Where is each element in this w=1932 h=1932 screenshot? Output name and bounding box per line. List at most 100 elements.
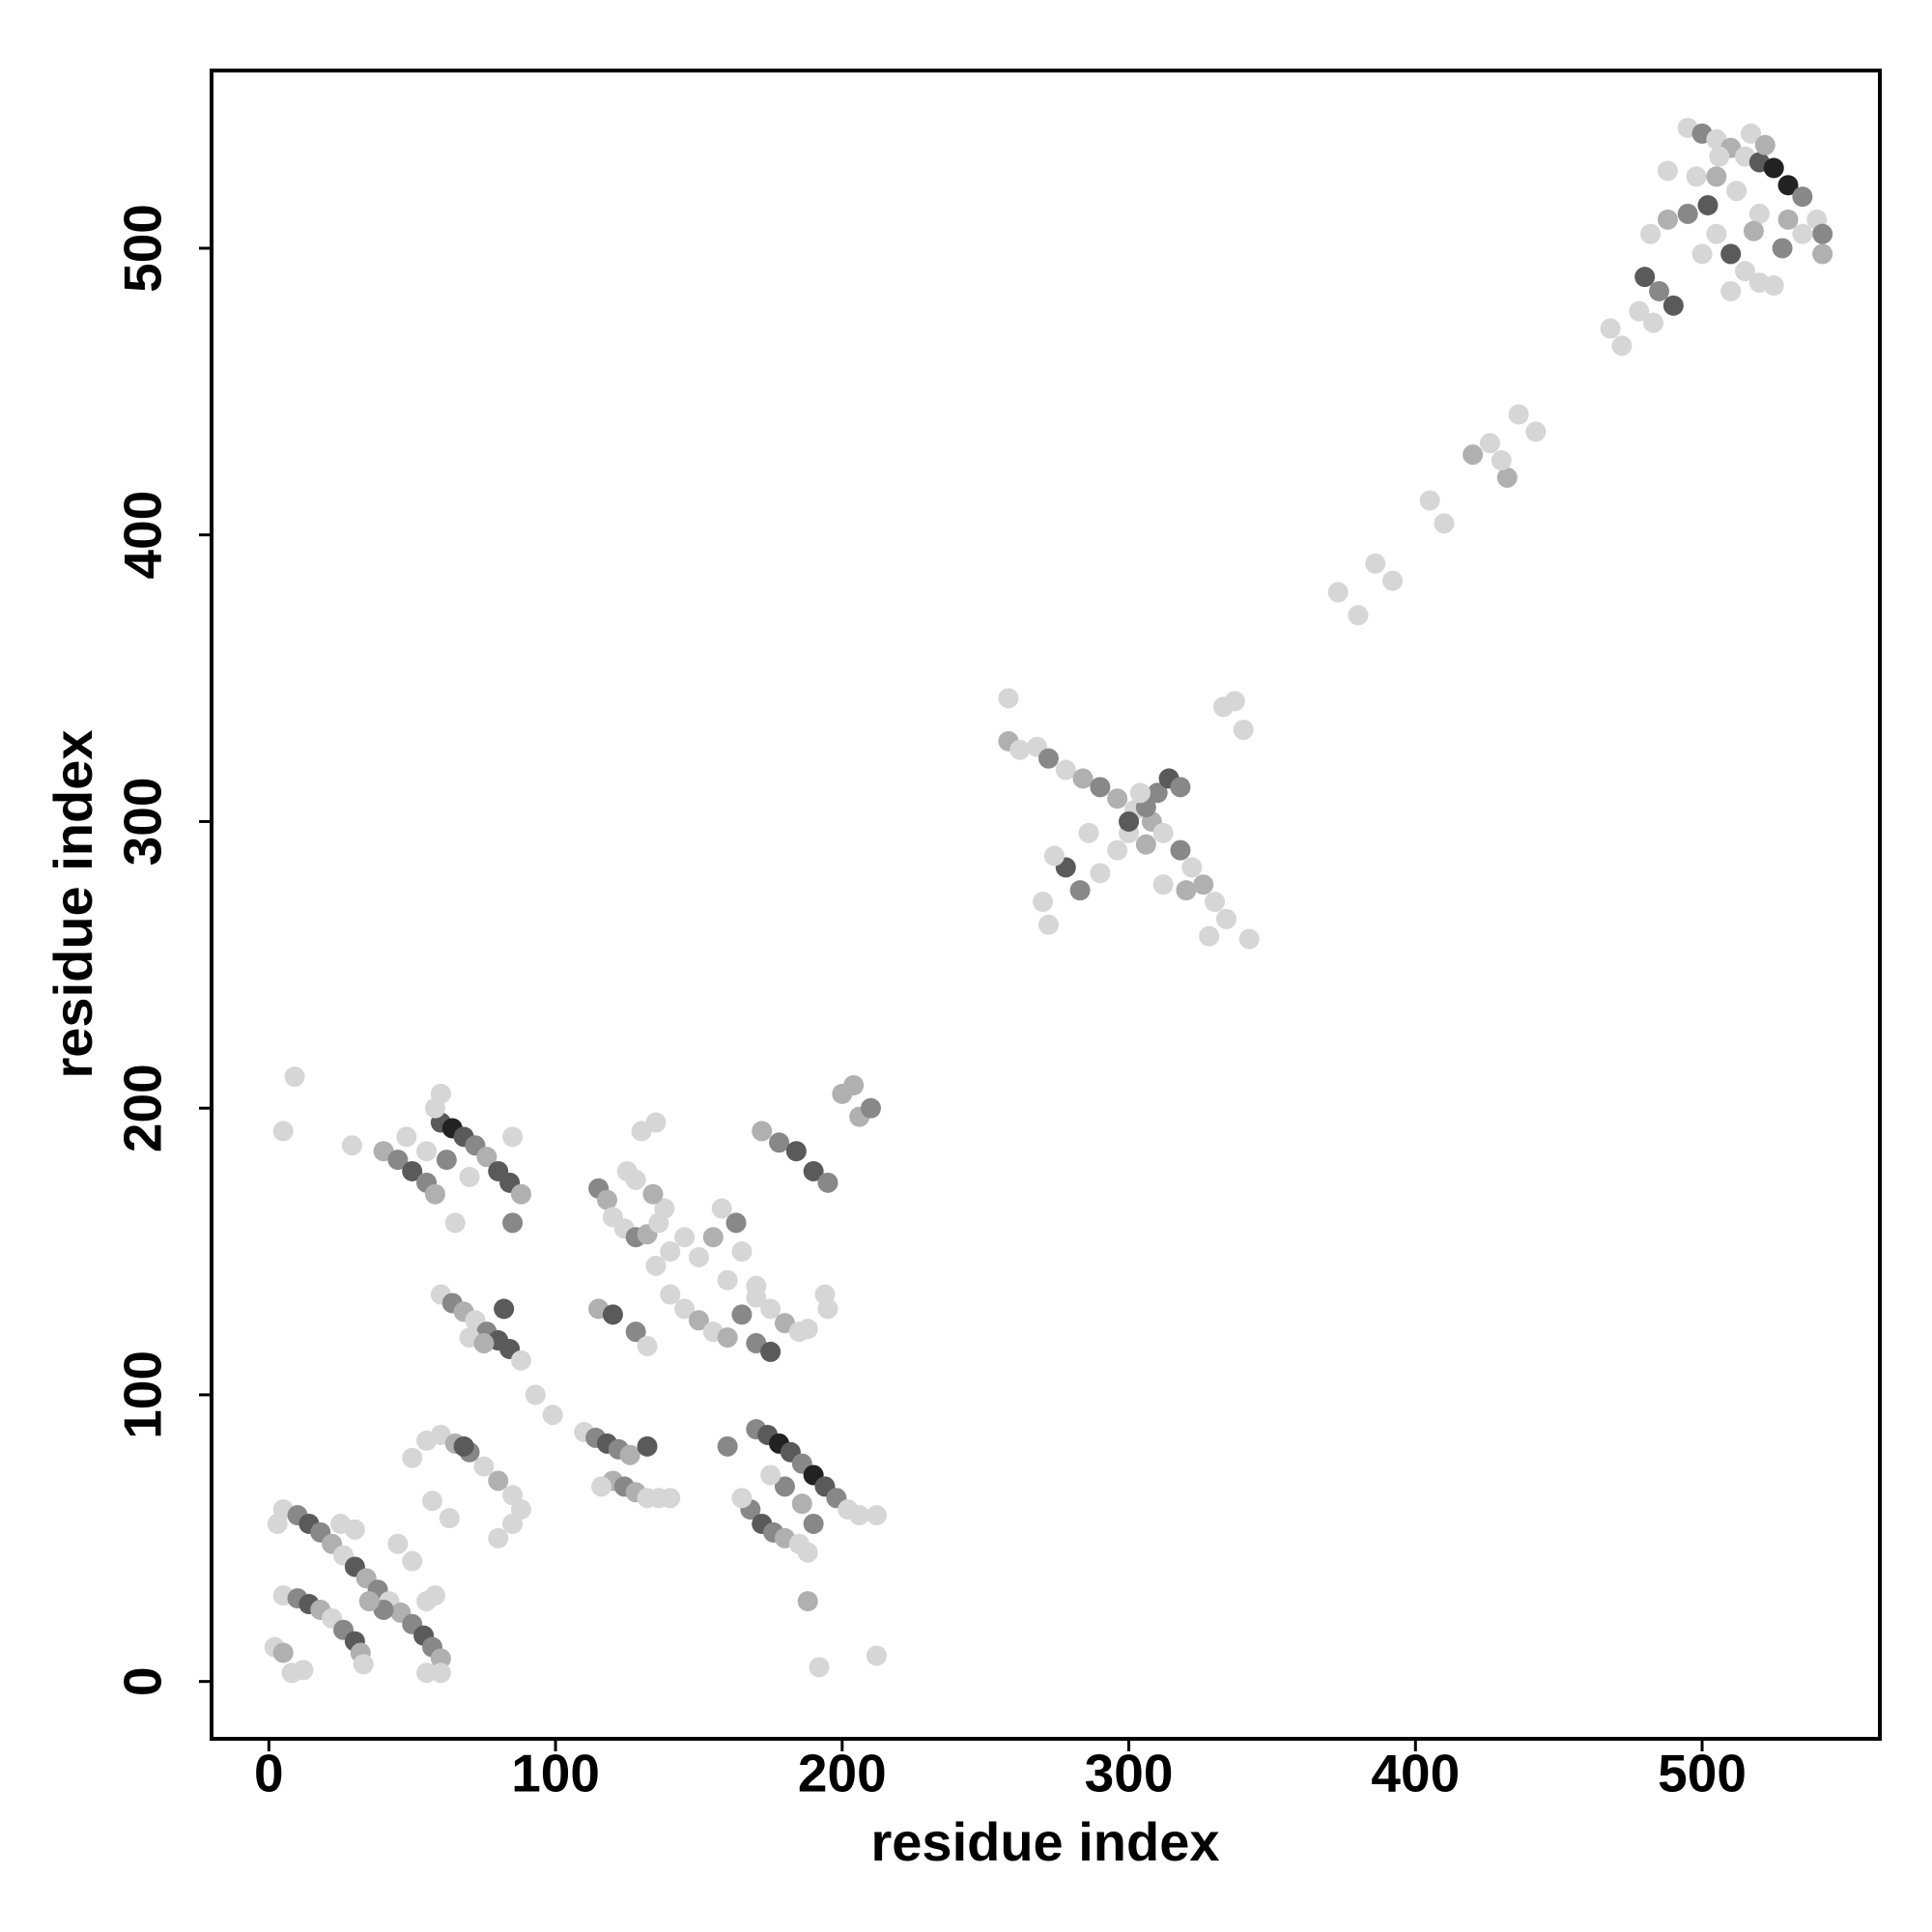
point xyxy=(660,1284,681,1305)
point xyxy=(439,1508,460,1529)
point xyxy=(387,1533,409,1554)
point xyxy=(760,1464,781,1486)
point xyxy=(642,1183,664,1205)
point xyxy=(1193,874,1214,895)
point xyxy=(866,1505,887,1526)
point xyxy=(1479,433,1500,454)
y-tick-label: 500 xyxy=(113,204,173,293)
point xyxy=(1107,839,1128,861)
point xyxy=(1434,513,1455,534)
point xyxy=(1055,759,1076,781)
point xyxy=(1697,194,1719,215)
point xyxy=(502,1126,524,1148)
point xyxy=(473,1456,495,1477)
point xyxy=(1611,335,1633,356)
point xyxy=(430,1083,451,1104)
point xyxy=(645,1255,667,1276)
point xyxy=(717,1269,738,1291)
point xyxy=(341,1135,362,1156)
point xyxy=(1706,223,1727,244)
y-axis-title: residue index xyxy=(43,729,103,1078)
point xyxy=(1634,267,1656,288)
point xyxy=(1777,175,1799,196)
y-tick-label: 400 xyxy=(113,491,173,580)
point xyxy=(424,1183,445,1205)
point xyxy=(1238,928,1260,950)
point xyxy=(1763,275,1784,297)
point xyxy=(619,1444,640,1465)
point xyxy=(1327,582,1349,603)
point xyxy=(1170,777,1191,798)
point xyxy=(502,1513,524,1534)
point xyxy=(1043,845,1065,867)
point xyxy=(473,1333,495,1354)
point xyxy=(453,1435,474,1457)
point xyxy=(1181,857,1203,878)
point xyxy=(430,1662,451,1684)
point xyxy=(421,1491,442,1512)
point xyxy=(596,1189,617,1210)
point xyxy=(1129,782,1151,804)
point xyxy=(725,1212,747,1234)
point xyxy=(1491,450,1512,471)
point xyxy=(809,1657,830,1678)
x-tick-label: 400 xyxy=(1371,1744,1460,1804)
point xyxy=(760,1341,781,1362)
point xyxy=(1090,863,1111,884)
point xyxy=(1686,166,1707,187)
point xyxy=(1691,243,1713,265)
point xyxy=(746,1275,767,1296)
point xyxy=(1152,874,1174,895)
point xyxy=(476,1147,497,1168)
point xyxy=(1135,834,1156,855)
point xyxy=(1009,739,1031,760)
point xyxy=(1224,691,1245,712)
x-tick-label: 200 xyxy=(798,1744,887,1804)
point xyxy=(688,1310,709,1331)
point xyxy=(1735,261,1756,282)
point xyxy=(674,1227,696,1248)
point xyxy=(1792,223,1813,244)
point xyxy=(1662,295,1684,316)
point xyxy=(402,1447,423,1468)
point xyxy=(293,1660,314,1681)
point xyxy=(416,1662,438,1684)
point xyxy=(542,1405,563,1426)
point xyxy=(358,1591,380,1612)
point xyxy=(1812,223,1833,244)
point xyxy=(1078,822,1099,843)
point xyxy=(1496,467,1518,488)
y-tick-label: 100 xyxy=(113,1350,173,1439)
x-tick-label: 0 xyxy=(254,1744,284,1804)
point xyxy=(860,1097,881,1119)
point xyxy=(353,1654,374,1675)
y-tick-label: 300 xyxy=(113,778,173,867)
point xyxy=(272,1642,294,1663)
point xyxy=(998,688,1019,709)
point xyxy=(774,1476,795,1497)
point xyxy=(525,1384,546,1406)
point xyxy=(849,1505,870,1526)
point xyxy=(344,1519,365,1540)
point xyxy=(1205,892,1226,913)
point xyxy=(797,1319,818,1340)
point xyxy=(459,1166,480,1187)
point xyxy=(717,1435,738,1457)
point xyxy=(602,1304,623,1325)
point xyxy=(402,1550,423,1572)
point xyxy=(803,1513,824,1534)
point xyxy=(1107,788,1128,810)
point xyxy=(1812,243,1833,265)
point xyxy=(1170,839,1191,861)
point xyxy=(791,1493,812,1515)
point xyxy=(1657,160,1678,182)
point xyxy=(488,1527,509,1548)
point xyxy=(797,1591,818,1612)
point xyxy=(803,1160,824,1181)
point xyxy=(797,1542,818,1563)
point xyxy=(1743,220,1764,242)
point xyxy=(711,1198,732,1219)
point xyxy=(1754,134,1776,156)
point xyxy=(1748,203,1770,224)
